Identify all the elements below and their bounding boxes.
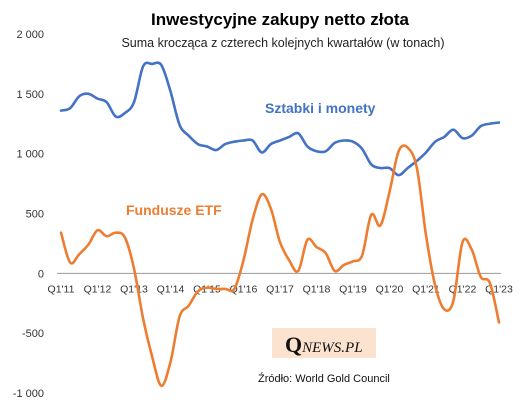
y-tick-label: -1 000 [13, 388, 44, 400]
y-axis: 2 000 1 500 1 000 500 0 -500 -1 000 [13, 29, 44, 400]
y-tick-label: 1 000 [16, 149, 44, 161]
svg-text:QNEWS.PL: QNEWS.PL [285, 332, 363, 357]
logo-rest: NEWS.PL [301, 340, 362, 356]
x-tick-label: Q1'11 [48, 283, 75, 295]
x-tick-label: Q1'13 [120, 283, 148, 295]
x-tick-label: Q1'17 [266, 283, 294, 295]
x-tick-label: Q1'20 [376, 283, 404, 295]
x-axis: Q1'11 Q1'12 Q1'13 Q1'14 Q1'15 Q1'16 Q1'17 Q1'18… [48, 283, 513, 295]
x-tick-label: Q1'19 [339, 283, 367, 295]
x-tick-label: Q1'12 [84, 283, 112, 295]
series-label-bars-coins: Sztabki i monety [265, 100, 376, 116]
x-tick-label: Q1'22 [449, 283, 477, 295]
x-tick-label: Q1'14 [157, 283, 185, 295]
source-note: Źródło: World Gold Council [258, 372, 390, 385]
series-line-0 [59, 61, 501, 177]
y-tick-label: 2 000 [16, 29, 44, 41]
y-tick-label: 0 [38, 268, 44, 280]
qnews-logo: QNEWS.PL [272, 328, 376, 358]
logo-background [272, 328, 376, 358]
y-tick-label: -500 [22, 328, 44, 340]
x-tick-label: Q1'21 [412, 283, 440, 295]
y-tick-label: 500 [26, 209, 44, 221]
x-tick-label: Q1'15 [193, 283, 221, 295]
chart-title: Inwestycyjne zakupy netto złota [151, 10, 409, 29]
y-tick-label: 1 500 [16, 89, 44, 101]
series-group [59, 61, 501, 388]
x-tick-label: Q1'18 [303, 283, 331, 295]
chart-subtitle: Suma krocząca z czterech kolejnych kwart… [121, 36, 444, 50]
logo-q: Q [285, 332, 302, 357]
series-label-etf: Fundusze ETF [126, 202, 222, 218]
